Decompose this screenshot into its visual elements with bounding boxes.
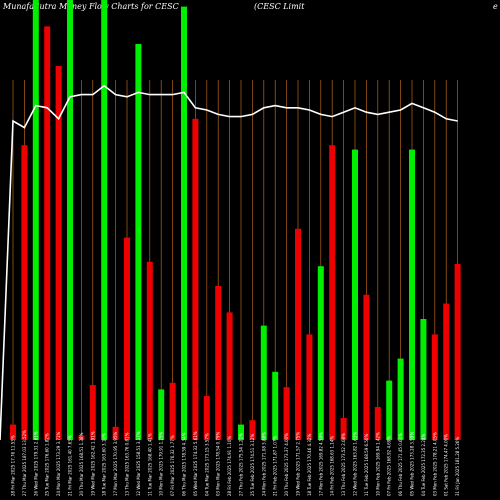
x-tick-label: 18 Tue Feb 2025 170.46 4.32% <box>307 434 312 496</box>
bar-up <box>135 44 142 440</box>
bar-down <box>443 303 450 440</box>
x-tick-label: 04 Tue Feb 2025 172.35 2.24% <box>421 434 426 496</box>
x-tick-label: 06 Thu Mar 2025 178.59 4.34% <box>182 432 187 496</box>
x-tick-label: 25 Tue Feb 2025 174.51 3.12% <box>250 434 255 496</box>
bar-up <box>386 380 393 440</box>
bar-up <box>397 358 404 440</box>
bar-up <box>238 424 244 440</box>
x-tick-label: 27 Thu Mar 2025 187.03 13.52% <box>22 430 27 496</box>
bar-down <box>340 418 347 440</box>
x-tick-label: 21 Fri Feb 2025 171.87 1.07% <box>273 436 278 496</box>
x-tick-label: 12 Wed Mar 2025 158.51 3.17% <box>136 431 141 496</box>
bar-down <box>329 145 336 440</box>
bar-down <box>169 382 176 440</box>
bar-down <box>10 424 16 440</box>
x-tick-label: 13 Thu Mar 2025 163.76 0.81% <box>125 432 130 496</box>
bar-down <box>55 66 62 440</box>
bar-down <box>78 435 85 440</box>
chart-title-right: e <box>493 2 498 11</box>
x-tick-label: 21 Fri Mar 2025 161.40 7.63% <box>68 435 73 496</box>
bar-down <box>374 407 381 440</box>
x-tick-label: 18 Tue Mar 2025 163.60 3.10% <box>102 433 107 496</box>
chart-title-left: MunafaSutra Money Flow Charts for CESC <box>2 2 179 11</box>
bar-up <box>158 389 165 440</box>
x-tick-label: 06 Thu Feb 2025 171.45 0.61% <box>398 433 403 496</box>
x-tick-label: 03 Mon Mar 2025 178.54 0.79% <box>216 431 221 496</box>
money-flow-line <box>0 84 458 441</box>
x-tick-label: 28 Fri Feb 2025 174.91 1.10% <box>227 436 232 496</box>
x-tick-label: 19 Wed Mar 2025 162.42 1.91% <box>90 431 95 496</box>
bar-down <box>283 387 290 440</box>
bar-down <box>226 312 233 440</box>
bar-up <box>420 319 427 440</box>
x-tick-label: 04 Tue Mar 2025 173.15 3.57% <box>204 433 209 496</box>
bar-up <box>260 325 267 440</box>
x-tick-label: 07 Fri Mar 2025 176.32 1.77% <box>170 435 175 496</box>
x-tick-label: 10 Mon Mar 2025 179.91 1.25% <box>159 431 164 496</box>
bar-down <box>44 26 51 441</box>
x-tick-label: 17 Mon Feb 2025 169.82 4.59% <box>318 432 323 496</box>
x-tick-label: 07 Fri Feb 2025 168.92 4.69% <box>387 436 392 496</box>
bar-down <box>454 264 461 440</box>
bar-down <box>249 420 256 440</box>
bar-down <box>112 426 119 440</box>
x-tick-label: 05 Wed Mar 2025 174.32 5.61% <box>193 431 198 496</box>
x-tick-label: 25 Tue Mar 2025 176.60 1.82% <box>45 433 50 496</box>
bar-down <box>21 145 28 440</box>
bar-up <box>101 0 108 440</box>
bar-up <box>32 0 39 440</box>
x-tick-label: 28 Fri Mar 2025 17.76 11.53% <box>11 435 16 496</box>
x-tick-label: 19 Wed Feb 2025 171.57 2.75% <box>296 432 301 496</box>
x-tick-label: 01 Sat Feb 2025 174.47 4.00% <box>444 434 449 496</box>
chart-title-middle: (CESC Limit <box>254 2 305 11</box>
x-tick-label: 27 Thu Feb 2025 175.54 1.21% <box>239 433 244 496</box>
bar-up <box>409 149 415 440</box>
x-tick-label: 05 Wed Feb 2025 173.28 3.59% <box>410 432 415 496</box>
x-tick-label: 12 Wed Feb 2025 163.82 1.63% <box>353 432 358 496</box>
bar-down <box>306 334 313 440</box>
x-tick-label: 11 Tue Feb 2025 168.59 6.50% <box>364 434 369 496</box>
x-tick-label: 31 Fri Jan 2025 181.28 5.26% <box>455 437 460 496</box>
bar-down <box>89 385 96 440</box>
x-tick-label: 17 Mon Mar 2025 170.95 3.95% <box>113 431 118 496</box>
bar-down <box>192 118 199 441</box>
money-flow-bars <box>10 0 461 441</box>
bar-up <box>181 6 187 440</box>
x-axis-labels: 28 Fri Mar 2025 17.76 11.53% 27 Thu Mar 2… <box>11 430 461 496</box>
bar-down <box>146 261 153 440</box>
x-tick-label: 10 Mon Feb 2025 169.94 1.42% <box>375 432 380 496</box>
bar-up <box>317 266 324 440</box>
bar-down <box>295 228 301 440</box>
x-tick-label: 13 Thu Feb 2025 173.52 2.08% <box>341 433 346 496</box>
x-tick-label: 03 Mon Feb 2025 178.21 4.05% <box>432 432 437 496</box>
bar-up <box>352 149 358 440</box>
bar-down <box>363 294 370 440</box>
bar-down <box>124 237 130 440</box>
x-tick-label: 20 Thu Mar 2025 168.51 1.38% <box>79 432 84 496</box>
bar-down <box>431 334 438 440</box>
x-tick-label: 26 Wed Mar 2025 179.31 2.61% <box>33 431 38 496</box>
bar-up <box>67 0 73 440</box>
x-tick-label: 24 Mon Mar 2025 173.29 3.71% <box>56 431 61 496</box>
bar-down <box>203 396 210 440</box>
x-tick-label: 24 Mon Feb 2025 171.08 3.88% <box>261 432 266 496</box>
x-tick-label: 11 Tue Mar 2025 168.40 1.41% <box>147 433 152 496</box>
bar-down <box>215 286 222 440</box>
x-tick-label: 14 Fri Feb 2025 168.63 1.14% <box>330 436 335 496</box>
bar-up <box>272 371 279 440</box>
x-tick-label: 20 Thu Feb 2025 173.37 4.00% <box>284 433 289 496</box>
